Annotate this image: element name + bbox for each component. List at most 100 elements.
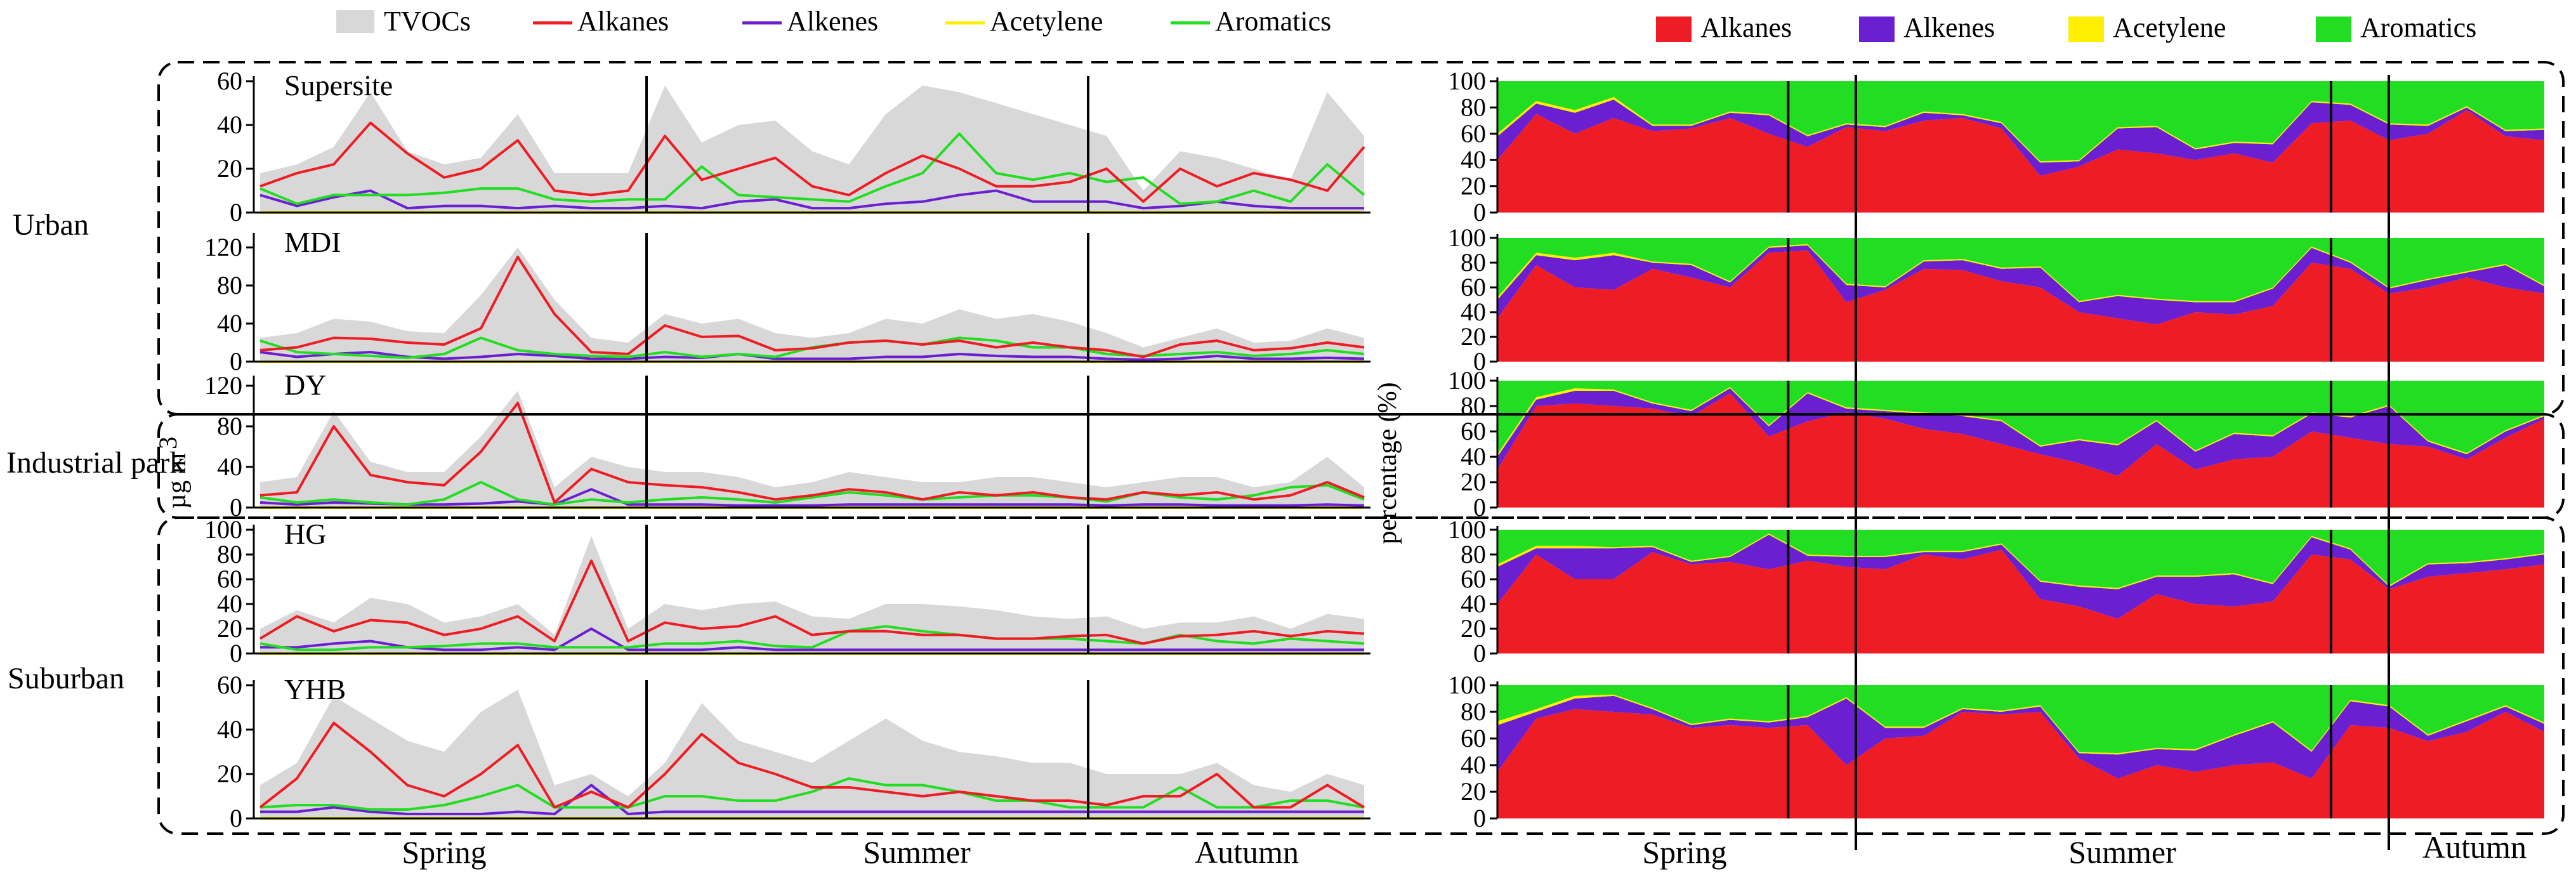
legend-left-label-tvocs: TVOCs xyxy=(384,6,471,37)
panel-mdi-site-label: MDI xyxy=(284,226,341,258)
stack-mdi-ytick-label: 60 xyxy=(1461,273,1486,301)
legend-right-label-acetylene: Acetylene xyxy=(2113,12,2226,43)
stack-supersite-alkanes-area xyxy=(1497,110,2544,213)
group-label-industrial-park: Industrial park xyxy=(6,446,185,480)
panel-hg-ytick-label: 0 xyxy=(230,639,242,667)
panel-mdi-alkanes-line xyxy=(260,256,1365,358)
group-label-urban: Urban xyxy=(13,208,89,242)
panel-hg-alkenes-line xyxy=(260,627,1364,652)
group-label-suburban: Suburban xyxy=(8,662,124,695)
stack-yhb-ytick-label: 40 xyxy=(1461,751,1486,779)
stack-hg-alkenes-area xyxy=(1497,534,2544,619)
stack-hg-ytick-label: 60 xyxy=(1461,565,1486,593)
panel-supersite-ytick-label: 40 xyxy=(217,110,242,139)
frame-industrial-park xyxy=(157,413,2565,519)
panel-yhb-site-label: YHB xyxy=(284,673,346,706)
panel-mdi-ytick-label: 0 xyxy=(230,347,242,376)
panel-yhb-tvocs-area xyxy=(260,690,1364,818)
panel-dy-alkanes-line xyxy=(260,402,1365,504)
stack-hg-ytick-label: 20 xyxy=(1461,614,1486,643)
stack-supersite-alkenes-area xyxy=(1497,100,2544,176)
legend-left-label-aromatics: Aromatics xyxy=(1215,6,1331,37)
left-axis-unit-base: µg m xyxy=(162,452,192,509)
panel-mdi-alkenes-line xyxy=(260,351,1365,361)
stack-hg-alkanes-area xyxy=(1497,549,2544,653)
panel-dy-ytick-label: 120 xyxy=(204,371,242,400)
stack-hg-aromatics-area xyxy=(1497,530,2544,588)
season-label-left-spring: Spring xyxy=(402,834,486,870)
panel-hg-site-label: HG xyxy=(284,518,326,550)
stack-yhb-ytick-label: 60 xyxy=(1461,724,1486,752)
season-label-left-summer: Summer xyxy=(863,834,971,870)
panel-dy-tvocs-area xyxy=(260,391,1364,508)
stack-mdi-ytick-label: 20 xyxy=(1461,322,1486,351)
stack-dy-ytick-label: 60 xyxy=(1461,417,1486,445)
season-label-right-spring: Spring xyxy=(1642,834,1726,870)
panel-hg-ytick-label: 60 xyxy=(217,565,242,593)
frame-suburban xyxy=(157,516,2565,835)
panel-yhb-alkenes-line xyxy=(260,784,1364,815)
stack-supersite-ytick-label: 80 xyxy=(1461,93,1486,121)
panel-supersite-ytick-label: 60 xyxy=(217,67,242,95)
stack-dy-ytick-label: 100 xyxy=(1448,366,1486,395)
season-label-left-autumn: Autumn xyxy=(1195,834,1299,870)
left-axis-name: µg m 3 xyxy=(154,436,192,509)
stack-yhb-ytick-label: 0 xyxy=(1473,804,1486,832)
stack-hg-ytick-label: 100 xyxy=(1448,515,1486,544)
panel-supersite-ytick-label: 0 xyxy=(230,198,242,226)
stack-dy-ytick-label: 40 xyxy=(1461,442,1486,471)
panel-hg-alkanes-line xyxy=(259,559,1365,645)
panel-supersite-alkenes-line xyxy=(260,189,1364,210)
legend-left-label-alkenes: Alkenes xyxy=(787,6,878,37)
panel-dy-ytick-label: 0 xyxy=(230,493,242,522)
stack-supersite-acetylene-area xyxy=(1497,96,2544,163)
stack-yhb-alkenes-area xyxy=(1497,695,2544,778)
stack-yhb-ytick-label: 80 xyxy=(1461,697,1486,726)
legend-left-label-alkanes: Alkanes xyxy=(577,6,669,37)
panel-yhb-ytick-label: 60 xyxy=(217,671,242,699)
legend-right-swatch-alkanes xyxy=(1656,16,1692,42)
panel-yhb-ytick-label: 40 xyxy=(217,715,242,744)
legend-right-swatch-aromatics xyxy=(2316,16,2351,42)
legend-right-swatch-acetylene xyxy=(2068,16,2104,42)
dashed-frames xyxy=(157,61,2565,850)
stack-supersite-ytick-label: 20 xyxy=(1461,172,1486,200)
right-axis-name: percentage (%) xyxy=(1373,382,1402,544)
stack-mdi-aromatics-area xyxy=(1497,238,2544,301)
panel-dy-aromatics-line xyxy=(260,481,1365,506)
stack-dy-alkenes-area xyxy=(1497,388,2544,476)
left-axis-unit-exponent: 3 xyxy=(154,436,182,449)
stack-supersite-ytick-label: 40 xyxy=(1461,145,1486,174)
stack-supersite-ytick-label: 100 xyxy=(1448,67,1486,95)
stack-dy-ytick-label: 0 xyxy=(1473,493,1486,522)
stack-dy-alkanes-area xyxy=(1497,393,2544,508)
panel-yhb-alkanes-line xyxy=(259,721,1365,809)
panel-supersite-alkanes-line xyxy=(260,121,1365,203)
panel-dy-ytick-label: 80 xyxy=(217,412,242,440)
stack-yhb-aromatics-area xyxy=(1497,685,2544,754)
panel-mdi-ytick-label: 80 xyxy=(217,271,242,299)
legend-right-label-alkenes: Alkenes xyxy=(1903,12,1995,43)
season-label-right-summer: Summer xyxy=(2068,834,2176,870)
stack-dy-ytick-label: 20 xyxy=(1461,468,1486,496)
panel-dy-ytick-label: 40 xyxy=(217,452,242,481)
legend-left-label-acetylene: Acetylene xyxy=(990,6,1103,37)
legend-right-label-aromatics: Aromatics xyxy=(2360,12,2476,43)
panel-hg-ytick-label: 20 xyxy=(217,614,242,643)
stack-dy-aromatics-area xyxy=(1497,381,2544,454)
legend-right-label-alkanes: Alkanes xyxy=(1700,12,1792,43)
stack-mdi-ytick-label: 0 xyxy=(1473,347,1486,376)
stack-mdi-alkanes-area xyxy=(1497,250,2544,362)
stack-hg-ytick-label: 40 xyxy=(1461,589,1486,618)
panel-yhb-ytick-label: 20 xyxy=(217,759,242,788)
panel-supersite-ytick-label: 20 xyxy=(217,154,242,183)
stack-yhb-alkanes-area xyxy=(1497,709,2544,818)
panel-mdi-ytick-label: 40 xyxy=(217,309,242,338)
panel-supersite-aromatics-line xyxy=(260,132,1365,206)
stack-mdi-ytick-label: 80 xyxy=(1461,248,1486,277)
panel-mdi-ytick-label: 120 xyxy=(204,233,242,261)
panel-hg-ytick-label: 80 xyxy=(217,540,242,568)
stack-mdi-ytick-label: 40 xyxy=(1461,298,1486,326)
